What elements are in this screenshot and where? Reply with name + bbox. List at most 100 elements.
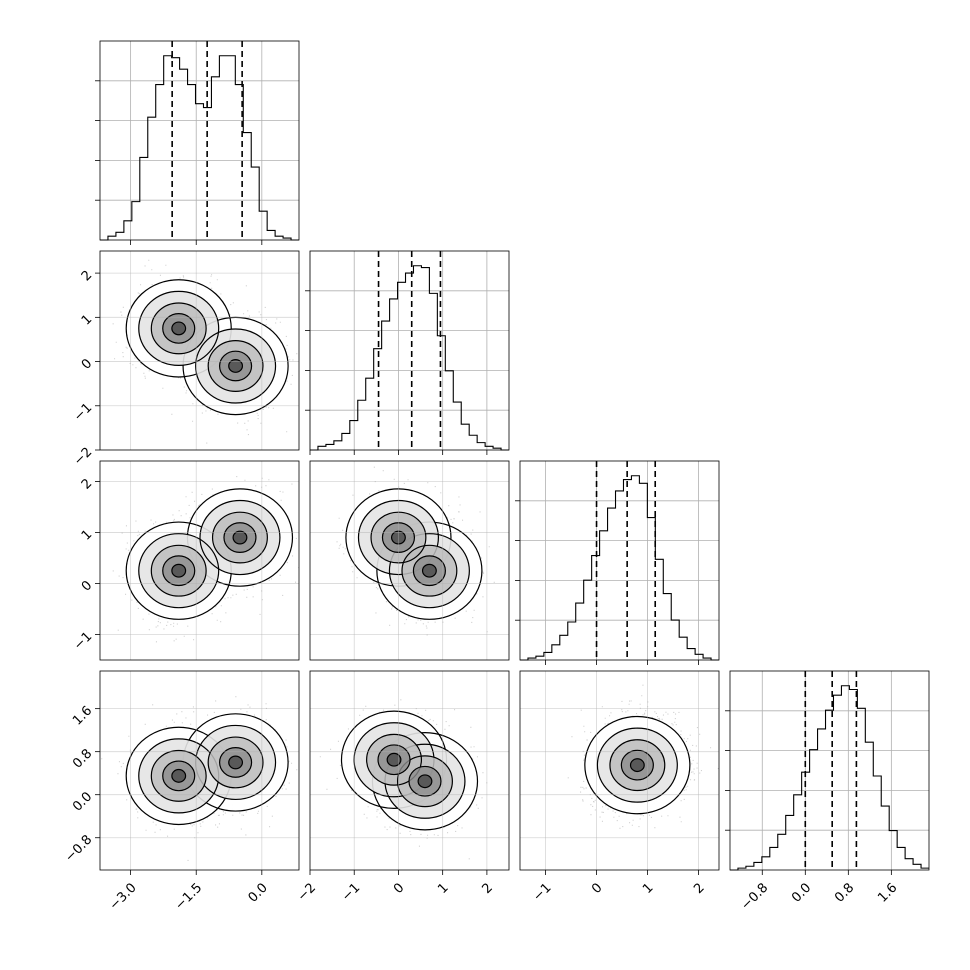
density-fill	[171, 322, 186, 335]
histogram-panel-1	[305, 250, 510, 451]
x-tick-label: 0.8	[832, 880, 857, 905]
x-tick-label: −3.0	[107, 880, 140, 913]
panel-frame	[309, 460, 510, 661]
density-contour	[386, 752, 402, 767]
density-contour	[408, 765, 442, 797]
density-contour	[228, 359, 244, 373]
x-tick-label: −1	[339, 880, 363, 904]
density-fill	[171, 564, 186, 578]
density-contour	[195, 328, 277, 404]
x-tick-label: 1	[435, 880, 451, 896]
panel-content	[310, 671, 509, 870]
panel-content	[100, 251, 299, 450]
panel-content	[100, 461, 299, 660]
density-contour	[150, 749, 207, 802]
density-contour	[138, 290, 220, 366]
density-contour	[596, 727, 678, 803]
y-tick-label: −2	[71, 445, 95, 469]
density-contour	[421, 563, 437, 578]
histogram-steps	[730, 685, 929, 871]
density-contour	[232, 530, 248, 545]
density-contour	[377, 744, 411, 776]
density-contour	[218, 350, 253, 382]
density-fill	[228, 756, 243, 769]
y-tick-label: 1	[79, 527, 95, 543]
y-tick-label: 0	[79, 356, 95, 372]
x-tick-label: −1	[530, 880, 554, 904]
x-tick-label: 1	[640, 880, 656, 896]
panel-frame	[99, 670, 300, 871]
density-contour	[150, 544, 207, 597]
panel-frame	[309, 250, 510, 451]
scatter-panel-1-2	[309, 460, 510, 661]
x-tick-label: 0	[589, 880, 605, 896]
y-tick-label: −1	[71, 400, 95, 424]
density-contour	[396, 755, 453, 808]
x-tick-label: −0.8	[738, 880, 771, 913]
panel-frame	[99, 460, 300, 661]
density-contour	[629, 758, 645, 773]
density-fill	[387, 753, 401, 767]
density-contour	[162, 555, 196, 587]
panel-frame	[519, 460, 720, 661]
density-fill	[171, 769, 186, 783]
density-contour	[609, 739, 666, 792]
histogram-steps	[310, 265, 509, 451]
scatter-panel-2-3	[519, 670, 720, 871]
histogram-steps	[100, 55, 299, 241]
density-contour	[620, 749, 654, 781]
y-tick-label: −1	[71, 629, 95, 653]
x-axis-0: −3.0 −1.5 0.0	[107, 870, 271, 913]
density-contour	[417, 774, 433, 789]
x-tick-label: 0	[391, 880, 407, 896]
scatter-panel-0-1: −2 −1 0 1 2	[71, 250, 300, 469]
density-contour	[207, 736, 264, 789]
histogram-panel-0	[95, 40, 300, 241]
density-contour	[388, 533, 470, 609]
scatter-panel-0-2: −1 0 1 2	[71, 460, 300, 661]
panel-content	[310, 461, 509, 660]
histogram-panel-3	[725, 670, 930, 871]
x-tick-label: −2	[295, 880, 319, 904]
y-tick-label: 2	[79, 268, 95, 284]
x-axis-3: −0.8 0.0 0.8 1.6	[738, 870, 900, 913]
y-tick-label: 0.8	[70, 746, 95, 771]
density-contour	[125, 279, 232, 378]
scatter-panel-0-3: −0.8 0.0 0.8 1.6	[62, 670, 300, 871]
density-contour	[150, 302, 207, 355]
x-axis-2: −1 0 1 2	[530, 870, 708, 905]
density-contour	[199, 499, 281, 576]
panel-frame	[99, 40, 300, 241]
y-tick-label: −0.8	[62, 832, 95, 865]
density-fill	[630, 758, 645, 772]
density-contour	[412, 555, 446, 587]
density-fill	[228, 359, 243, 373]
panel-content	[520, 671, 719, 870]
x-tick-label: 2	[479, 880, 495, 896]
density-contour	[401, 544, 458, 597]
density-contour	[228, 755, 244, 770]
y-tick-label: 1	[79, 312, 95, 328]
x-tick-label: −1.5	[172, 880, 205, 913]
density-contour	[138, 533, 220, 609]
panel-frame	[729, 670, 930, 871]
panel-frame	[519, 670, 720, 871]
density-contour	[207, 340, 264, 392]
density-contour	[211, 511, 268, 564]
scatter-panel-1-3	[309, 670, 510, 871]
density-contour	[366, 733, 423, 786]
density-fill	[422, 564, 437, 578]
density-contour	[171, 768, 187, 783]
y-tick-label: 1.6	[70, 703, 95, 728]
y-tick-label: 2	[79, 476, 95, 492]
panel-content	[100, 671, 299, 870]
density-contour	[223, 522, 257, 553]
density-contour	[218, 747, 253, 778]
density-fill	[233, 531, 247, 544]
y-tick-label: 0.0	[70, 789, 95, 814]
histogram-steps	[520, 475, 719, 661]
histogram-panel-2	[515, 460, 720, 661]
density-contour	[171, 321, 187, 336]
density-fill	[418, 774, 432, 788]
